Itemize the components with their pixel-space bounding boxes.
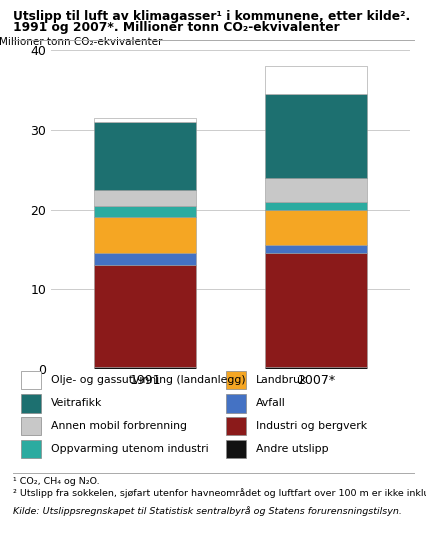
Bar [21, 394, 40, 413]
Text: Kilde: Utslippsregnskapet til Statistisk sentralbyrå og Statens forurensningstil: Kilde: Utslippsregnskapet til Statistisk… [13, 506, 401, 516]
Bar [21, 416, 40, 435]
Bar [264, 178, 366, 201]
Bar [21, 440, 40, 458]
Bar [94, 205, 196, 218]
Text: Olje- og gassutvinning (landanlegg): Olje- og gassutvinning (landanlegg) [51, 375, 245, 385]
Text: Landbruk: Landbruk [256, 375, 307, 385]
Text: ¹ CO₂, CH₄ og N₂O.: ¹ CO₂, CH₄ og N₂O. [13, 477, 99, 486]
Text: Annen mobil forbrenning: Annen mobil forbrenning [51, 421, 187, 431]
Text: Veitrafikk: Veitrafikk [51, 398, 102, 408]
Bar [94, 367, 196, 369]
Bar [94, 122, 196, 190]
Bar [94, 254, 196, 265]
Bar [94, 118, 196, 122]
Text: Industri og bergverk: Industri og bergverk [256, 421, 366, 431]
Bar [264, 201, 366, 210]
Text: Avfall: Avfall [256, 398, 285, 408]
Bar [21, 371, 40, 390]
Bar [264, 66, 366, 94]
Text: ² Utslipp fra sokkelen, sjøfart utenfor havneområdet og luftfart over 100 m er i: ² Utslipp fra sokkelen, sjøfart utenfor … [13, 488, 426, 498]
Text: Utslipp til luft av klimagasser¹ i kommunene, etter kilde².: Utslipp til luft av klimagasser¹ i kommu… [13, 10, 409, 23]
Bar [264, 367, 366, 369]
Bar [226, 394, 245, 413]
Bar [226, 416, 245, 435]
Text: 1991 og 2007*. Millioner tonn CO₂-ekvivalenter: 1991 og 2007*. Millioner tonn CO₂-ekviva… [13, 21, 339, 34]
Text: Oppvarming utenom industri: Oppvarming utenom industri [51, 444, 208, 454]
Text: Millioner tonn CO₂-ekvivalenter: Millioner tonn CO₂-ekvivalenter [0, 37, 162, 47]
Bar [264, 245, 366, 254]
Bar [264, 209, 366, 245]
Bar [94, 265, 196, 367]
Bar [94, 190, 196, 205]
Bar [94, 218, 196, 254]
Bar [264, 254, 366, 367]
Bar [264, 94, 366, 178]
Bar [226, 371, 245, 390]
Bar [226, 440, 245, 458]
Text: Andre utslipp: Andre utslipp [256, 444, 328, 454]
